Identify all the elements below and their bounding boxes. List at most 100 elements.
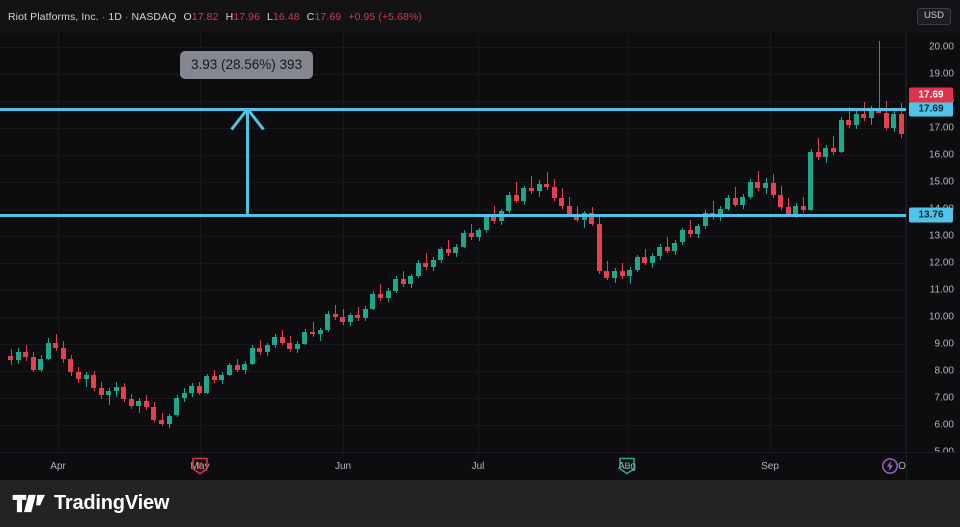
price-tick-label: 15.00	[928, 176, 954, 188]
earnings-marker-aug[interactable]: E	[619, 457, 636, 475]
candle-wick	[471, 223, 472, 240]
price-level-badge-17.69[interactable]: 17.69	[909, 101, 953, 117]
candle-wick	[260, 339, 261, 355]
candle-body	[272, 337, 278, 346]
ohlc-high: H17.96	[226, 11, 260, 23]
chart-header: Riot Platforms, Inc. · 1D · NASDAQ O17.8…	[0, 0, 960, 33]
candle-body	[38, 358, 44, 370]
candle-wick	[335, 304, 336, 320]
candle-body	[23, 351, 29, 358]
low-key: L	[267, 10, 273, 23]
grid-line-vertical	[478, 33, 479, 452]
grid-line-vertical	[200, 33, 201, 452]
grid-line-horizontal	[0, 100, 906, 102]
tradingview-mark-icon	[12, 494, 45, 512]
grid-line-horizontal	[0, 262, 906, 264]
grid-line-vertical	[905, 33, 906, 452]
candle-wick	[864, 101, 865, 121]
candle-body	[483, 216, 489, 231]
grid-line-horizontal	[0, 127, 906, 129]
candle-body	[287, 342, 293, 350]
open-value: 17.82	[191, 10, 219, 23]
price-scale[interactable]: 20.0019.0018.0017.0016.0015.0014.0013.00…	[906, 33, 960, 452]
price-tick-label: 12.00	[928, 257, 954, 269]
candle-body	[143, 400, 149, 408]
candle-body	[53, 342, 59, 348]
candle-body	[377, 293, 383, 298]
candle-wick	[448, 239, 449, 256]
grid-line-vertical	[343, 33, 344, 452]
measure-arrow-shaft[interactable]	[246, 108, 249, 216]
change-value: +0.95 (+5.68%)	[348, 10, 423, 23]
price-tick-label: 5.00	[934, 446, 954, 453]
price-tick-label: 8.00	[934, 365, 954, 377]
tradingview-logo[interactable]: TradingView	[12, 492, 169, 515]
exchange-label: NASDAQ	[131, 10, 177, 23]
candle-body	[189, 385, 195, 393]
candle-wick	[320, 327, 321, 342]
candle-body	[83, 374, 89, 379]
candle-body	[302, 331, 308, 344]
price-level-badge-13.76[interactable]: 13.76	[909, 207, 953, 223]
ohlc-low: L16.48	[267, 11, 300, 23]
candle-body	[45, 342, 51, 359]
time-scale[interactable]: Apr May Jun Jul Aug Sep O E E	[0, 452, 906, 480]
candle-wick	[713, 200, 714, 220]
candle-body	[242, 364, 248, 370]
candle-body	[8, 356, 13, 361]
candle-body	[740, 196, 746, 205]
candle-body	[75, 372, 81, 379]
candle-body	[679, 230, 685, 243]
grid-line-vertical	[770, 33, 771, 452]
candle-body	[294, 343, 300, 350]
currency-badge[interactable]: USD	[916, 8, 951, 25]
candle-body	[415, 262, 421, 277]
symbol-name[interactable]: Riot Platforms, Inc.	[8, 10, 99, 23]
candle-wick	[109, 388, 110, 405]
candle-body	[181, 392, 187, 398]
chart-footer: TradingView	[0, 480, 960, 527]
grid-line-horizontal	[0, 208, 906, 210]
candle-body	[219, 374, 225, 381]
candle-wick	[358, 307, 359, 321]
candle-body	[257, 347, 263, 352]
candle-wick	[849, 107, 850, 128]
grid-line-vertical	[627, 33, 628, 452]
horizontal-ray-17.69[interactable]	[0, 107, 906, 111]
candle-wick	[735, 187, 736, 208]
horizontal-ray-13.76[interactable]	[0, 214, 906, 218]
grid-line-horizontal	[0, 73, 906, 75]
price-tick-label: 10.00	[928, 311, 954, 323]
chart-plot-area[interactable]: 3.93 (28.56%) 393	[0, 33, 906, 452]
candle-body	[544, 184, 550, 188]
grid-line-horizontal	[0, 424, 906, 426]
grid-line-horizontal	[0, 397, 906, 399]
candle-body	[566, 206, 572, 215]
dividend-marker-oct[interactable]	[882, 457, 899, 475]
candle-body	[536, 184, 542, 192]
measurement-label[interactable]: 3.93 (28.56%) 393	[180, 50, 314, 79]
symbol-legend[interactable]: Riot Platforms, Inc. · 1D · NASDAQ O17.8…	[8, 11, 422, 23]
candle-body	[128, 399, 134, 407]
low-value: 16.48	[272, 10, 300, 23]
candle-wick	[758, 170, 759, 192]
candle-body	[672, 242, 678, 251]
grid-line-horizontal	[0, 343, 906, 345]
ohlc-open: O17.82	[184, 11, 219, 23]
earnings-marker-may[interactable]: E	[192, 457, 209, 475]
interval-label[interactable]: 1D	[108, 10, 122, 23]
price-tick-label: 7.00	[934, 392, 954, 404]
candle-body	[491, 216, 497, 221]
grid-line-horizontal	[0, 316, 906, 318]
time-tick-label: Sep	[761, 461, 779, 472]
candle-body	[226, 365, 232, 375]
candle-wick	[516, 181, 517, 204]
candle-body	[521, 188, 527, 201]
candle-body	[211, 376, 217, 381]
close-key: C	[306, 10, 315, 23]
candle-body	[317, 330, 323, 335]
candle-wick	[547, 172, 548, 190]
time-tick-label: O	[898, 461, 906, 472]
candle-body	[747, 181, 753, 197]
